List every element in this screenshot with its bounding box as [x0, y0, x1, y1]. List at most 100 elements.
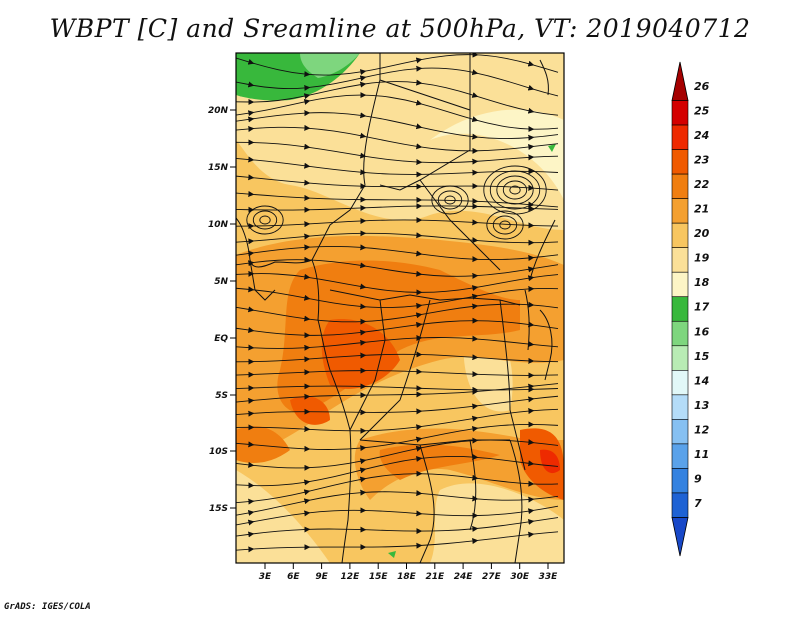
legend-swatch [671, 443, 689, 469]
lat-label: 5S [215, 391, 228, 401]
lon-label: 21E [425, 572, 445, 582]
legend-swatch [671, 247, 689, 273]
streamline [236, 320, 559, 336]
legend-swatch [671, 468, 689, 494]
streamline [236, 385, 559, 391]
legend-swatch [671, 345, 689, 371]
lon-label: 33E [539, 572, 559, 582]
lat-label: 15S [209, 504, 228, 514]
legend-swatch [671, 124, 689, 150]
lon-label: 6E [287, 572, 300, 582]
gyre-streamline [496, 175, 534, 205]
stream-arrow [527, 275, 535, 282]
stream-arrow [527, 84, 535, 91]
stream-arrow [415, 445, 423, 452]
streamlines [236, 53, 559, 553]
stream-arrow [303, 489, 311, 496]
stream-arrow [415, 143, 423, 150]
gyre-streamline [499, 220, 511, 230]
legend-label: 14 [694, 374, 709, 387]
legend-label: 16 [694, 325, 710, 338]
legend-label: 20 [694, 227, 710, 240]
streamline [236, 54, 559, 76]
stream-arrow [415, 99, 423, 106]
streamline [236, 455, 559, 487]
lon-label: 27E [482, 572, 502, 582]
gyre-streamline [437, 190, 463, 210]
legend-label: 11 [694, 448, 709, 461]
legend-label: 22 [694, 178, 710, 191]
streamline [236, 303, 559, 323]
stream-arrow [359, 476, 367, 483]
stream-arrow [359, 81, 367, 88]
stream-arrow [471, 293, 479, 300]
legend-label: 15 [694, 350, 710, 363]
streamline [236, 491, 559, 516]
stream-arrow [415, 123, 423, 130]
lon-label: 24E [454, 572, 474, 582]
longitude-axis: 3E 6E 9E 12E 15E 18E 21E 24E 27E 30E 33E [259, 563, 558, 582]
stream-arrow [527, 107, 535, 114]
legend-swatch [671, 222, 689, 248]
legend-swatch [671, 100, 689, 126]
streamline [236, 531, 559, 551]
temperature-field [236, 53, 564, 563]
gyre-streamline [502, 180, 528, 200]
stream-arrow [471, 415, 479, 422]
stream-arrow [359, 262, 367, 269]
streamline [236, 158, 559, 175]
stream-arrow [303, 498, 311, 505]
legend-label: 25 [694, 105, 710, 118]
legend-label: 24 [694, 129, 709, 142]
stream-arrow [471, 285, 479, 291]
stream-arrow [471, 69, 479, 76]
grads-credit: GrADS: IGES/COLA [4, 602, 91, 612]
legend-swatch [671, 492, 689, 518]
legend-label: 19 [694, 252, 710, 265]
streamline [236, 232, 559, 244]
gyre-streamline [486, 210, 524, 240]
legend-label: 18 [694, 276, 710, 289]
stream-arrow [415, 312, 423, 319]
streamline [236, 67, 559, 97]
streamline [236, 408, 559, 432]
stream-arrow [415, 436, 423, 443]
streamline [236, 126, 559, 152]
stream-arrow [247, 519, 255, 526]
streamline [236, 383, 559, 403]
gyre-streamline [489, 170, 541, 210]
streamline [236, 473, 559, 504]
stream-arrow [247, 110, 255, 117]
legend-swatch [671, 61, 689, 101]
lat-label: 10N [208, 220, 229, 230]
lat-label: 10S [209, 447, 228, 457]
stream-arrow [471, 92, 479, 98]
stream-arrow [359, 467, 367, 474]
lon-label: 30E [510, 572, 530, 582]
legend-label: 7 [694, 497, 702, 510]
legend-swatch [671, 394, 689, 420]
legend-swatch [671, 419, 689, 445]
lon-label: 12E [341, 572, 361, 582]
stream-arrow [359, 75, 367, 82]
stream-arrow [471, 425, 479, 432]
streamline [236, 423, 559, 450]
legend-label: 23 [694, 154, 710, 167]
streamline [236, 287, 559, 309]
stream-arrow [247, 306, 255, 313]
streamline [236, 141, 559, 164]
stream-arrow [527, 266, 535, 273]
stream-arrow [359, 283, 367, 290]
stream-arrow [359, 152, 367, 159]
streamline [236, 273, 559, 293]
streamline [236, 370, 559, 376]
stream-arrow [247, 81, 255, 88]
legend-swatch [671, 149, 689, 175]
stream-arrow [415, 57, 423, 64]
legend-swatch [671, 271, 689, 298]
legend-label: 12 [694, 423, 710, 436]
legend-label: 17 [694, 301, 710, 314]
stream-arrow [471, 116, 479, 123]
stream-arrow [359, 132, 367, 139]
lon-label: 15E [369, 572, 389, 582]
